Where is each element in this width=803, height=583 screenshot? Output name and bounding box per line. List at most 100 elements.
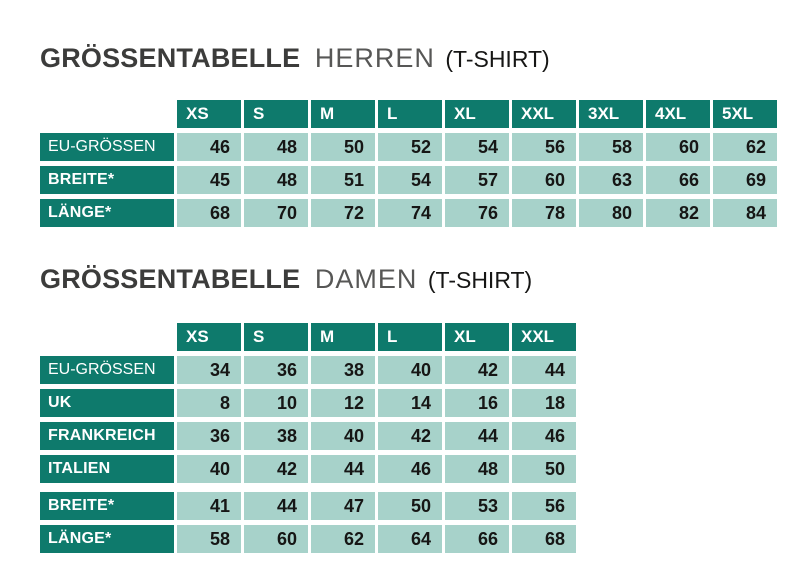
- value-cell: 68: [512, 525, 576, 553]
- value-cell: 38: [311, 356, 375, 384]
- row-label-uk: UK: [40, 389, 174, 417]
- column-header-5xl: 5XL: [713, 100, 777, 128]
- value-cell: 56: [512, 133, 576, 161]
- table-row-breite: BREITE* 45 48 51 54 57 60 63 66 69: [40, 166, 803, 194]
- row-label-italien: ITALIEN: [40, 455, 174, 483]
- value-cell: 84: [713, 199, 777, 227]
- value-cell: 51: [311, 166, 375, 194]
- value-cell: 44: [311, 455, 375, 483]
- value-cell: 62: [713, 133, 777, 161]
- column-header-l: L: [378, 100, 442, 128]
- value-cell: 74: [378, 199, 442, 227]
- value-cell: 66: [646, 166, 710, 194]
- column-header-4xl: 4XL: [646, 100, 710, 128]
- value-cell: 18: [512, 389, 576, 417]
- value-cell: 47: [311, 492, 375, 520]
- value-cell: 44: [244, 492, 308, 520]
- value-cell: 58: [579, 133, 643, 161]
- value-cell: 12: [311, 389, 375, 417]
- page-content: GRÖSSENTABELLE HERREN (T-SHIRT) XS S M L…: [40, 42, 803, 553]
- table-row-eu-groessen: EU-GRÖSSEN 46 48 50 52 54 56 58 60 62: [40, 133, 803, 161]
- row-label-breite: BREITE*: [40, 492, 174, 520]
- table-row-italien: ITALIEN 40 42 44 46 48 50: [40, 455, 803, 483]
- damen-section: GRÖSSENTABELLE DAMEN (T-SHIRT) XS S M L …: [40, 263, 803, 553]
- value-cell: 62: [311, 525, 375, 553]
- value-cell: 8: [177, 389, 241, 417]
- column-header-s: S: [244, 323, 308, 351]
- value-cell: 10: [244, 389, 308, 417]
- value-cell: 36: [177, 422, 241, 450]
- row-label-laenge: LÄNGE*: [40, 199, 174, 227]
- value-cell: 68: [177, 199, 241, 227]
- value-cell: 57: [445, 166, 509, 194]
- value-cell: 36: [244, 356, 308, 384]
- row-label-frankreich: FRANKREICH: [40, 422, 174, 450]
- value-cell: 56: [512, 492, 576, 520]
- damen-size-table: XS S M L XL XXL EU-GRÖSSEN 34 36 38 40 4…: [40, 323, 803, 553]
- column-header-s: S: [244, 100, 308, 128]
- value-cell: 48: [445, 455, 509, 483]
- value-cell: 46: [512, 422, 576, 450]
- value-cell: 44: [512, 356, 576, 384]
- value-cell: 34: [177, 356, 241, 384]
- row-label-eu-groessen: EU-GRÖSSEN: [40, 133, 174, 161]
- table-row-uk: UK 8 10 12 14 16 18: [40, 389, 803, 417]
- damen-title: GRÖSSENTABELLE DAMEN (T-SHIRT): [40, 263, 803, 296]
- value-cell: 40: [311, 422, 375, 450]
- herren-title-garment: (T-SHIRT): [445, 46, 550, 72]
- value-cell: 53: [445, 492, 509, 520]
- row-label-laenge: LÄNGE*: [40, 525, 174, 553]
- table-row-eu-groessen: EU-GRÖSSEN 34 36 38 40 42 44: [40, 356, 803, 384]
- value-cell: 63: [579, 166, 643, 194]
- row-label-breite: BREITE*: [40, 166, 174, 194]
- value-cell: 64: [378, 525, 442, 553]
- damen-title-gender: DAMEN: [314, 264, 418, 294]
- value-cell: 54: [378, 166, 442, 194]
- herren-header-row: XS S M L XL XXL 3XL 4XL 5XL: [40, 100, 803, 128]
- value-cell: 40: [177, 455, 241, 483]
- value-cell: 45: [177, 166, 241, 194]
- value-cell: 52: [378, 133, 442, 161]
- column-header-m: M: [311, 100, 375, 128]
- value-cell: 41: [177, 492, 241, 520]
- value-cell: 14: [378, 389, 442, 417]
- value-cell: 46: [177, 133, 241, 161]
- column-header-xl: XL: [445, 100, 509, 128]
- herren-title-main: GRÖSSENTABELLE: [40, 43, 301, 73]
- table-row-frankreich: FRANKREICH 36 38 40 42 44 46: [40, 422, 803, 450]
- value-cell: 42: [244, 455, 308, 483]
- table-row-breite: BREITE* 41 44 47 50 53 56: [40, 492, 803, 520]
- column-header-3xl: 3XL: [579, 100, 643, 128]
- value-cell: 69: [713, 166, 777, 194]
- value-cell: 80: [579, 199, 643, 227]
- header-spacer-cell: [40, 100, 174, 128]
- value-cell: 58: [177, 525, 241, 553]
- value-cell: 60: [512, 166, 576, 194]
- value-cell: 48: [244, 166, 308, 194]
- value-cell: 46: [378, 455, 442, 483]
- value-cell: 60: [244, 525, 308, 553]
- value-cell: 16: [445, 389, 509, 417]
- header-spacer-cell: [40, 323, 174, 351]
- herren-title-gender: HERREN: [314, 43, 435, 73]
- column-header-l: L: [378, 323, 442, 351]
- value-cell: 50: [311, 133, 375, 161]
- damen-header-row: XS S M L XL XXL: [40, 323, 803, 351]
- value-cell: 50: [378, 492, 442, 520]
- damen-title-garment: (T-SHIRT): [427, 267, 533, 293]
- herren-section: GRÖSSENTABELLE HERREN (T-SHIRT) XS S M L…: [40, 42, 803, 227]
- damen-title-main: GRÖSSENTABELLE: [40, 264, 301, 294]
- herren-size-table: XS S M L XL XXL 3XL 4XL 5XL EU-GRÖSSEN 4…: [40, 100, 803, 227]
- column-header-xxl: XXL: [512, 100, 576, 128]
- value-cell: 54: [445, 133, 509, 161]
- table-row-laenge: LÄNGE* 58 60 62 64 66 68: [40, 525, 803, 553]
- value-cell: 44: [445, 422, 509, 450]
- column-header-xl: XL: [445, 323, 509, 351]
- column-header-xs: XS: [177, 100, 241, 128]
- value-cell: 72: [311, 199, 375, 227]
- value-cell: 78: [512, 199, 576, 227]
- value-cell: 48: [244, 133, 308, 161]
- value-cell: 42: [445, 356, 509, 384]
- column-header-xxl: XXL: [512, 323, 576, 351]
- herren-title: GRÖSSENTABELLE HERREN (T-SHIRT): [40, 42, 803, 75]
